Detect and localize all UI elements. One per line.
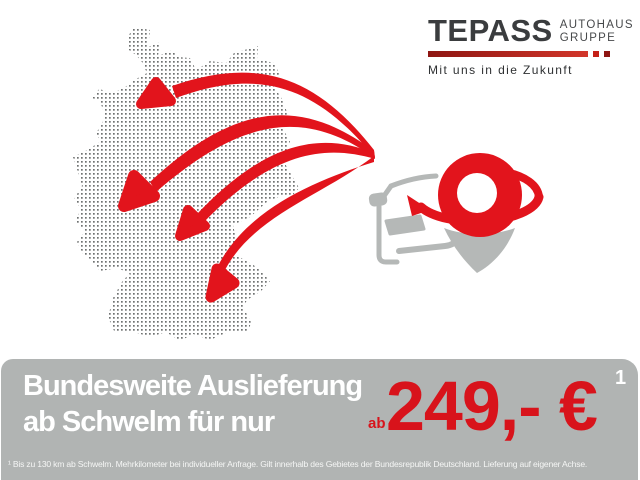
brand-group: AUTOHAUS GRUPPE <box>560 16 634 44</box>
banner-headline: Bundesweite Auslieferung ab Schwelm für … <box>23 368 363 440</box>
brand-group-line2: GRUPPE <box>559 31 617 44</box>
car-outline-icon <box>368 173 462 265</box>
price-value: 249,- € <box>386 367 598 445</box>
logo-bar-segment <box>428 51 588 57</box>
logo-bar-square-1 <box>593 51 599 57</box>
brand-group-line1: AUTOHAUS <box>559 19 634 31</box>
brand-name: TEPASS <box>428 13 553 48</box>
footnote-text: ¹ Bis zu 130 km ab Schwelm. Mehrkilomete… <box>8 459 588 469</box>
logo-bar-square-2 <box>604 51 610 57</box>
germany-dot-map-icon <box>73 27 299 341</box>
price-footnote-marker: 1 <box>615 367 627 389</box>
logo-red-bar <box>428 51 628 57</box>
brand-logo-row: TEPASS AUTOHAUS GRUPPE <box>428 13 633 48</box>
delivery-route-arrows-icon <box>118 72 375 303</box>
headline-line1: Bundesweite Auslieferung <box>23 370 363 402</box>
bottom-banner: Bundesweite Auslieferung ab Schwelm für … <box>1 359 638 480</box>
brand-logo: TEPASS AUTOHAUS GRUPPE Mit uns in die Zu… <box>428 13 633 77</box>
brand-tagline: Mit uns in die Zukunft <box>428 63 573 77</box>
price-prefix: ab <box>368 415 386 432</box>
location-pin-icon <box>407 153 544 273</box>
headline-line2: ab Schwelm für nur <box>23 406 275 438</box>
